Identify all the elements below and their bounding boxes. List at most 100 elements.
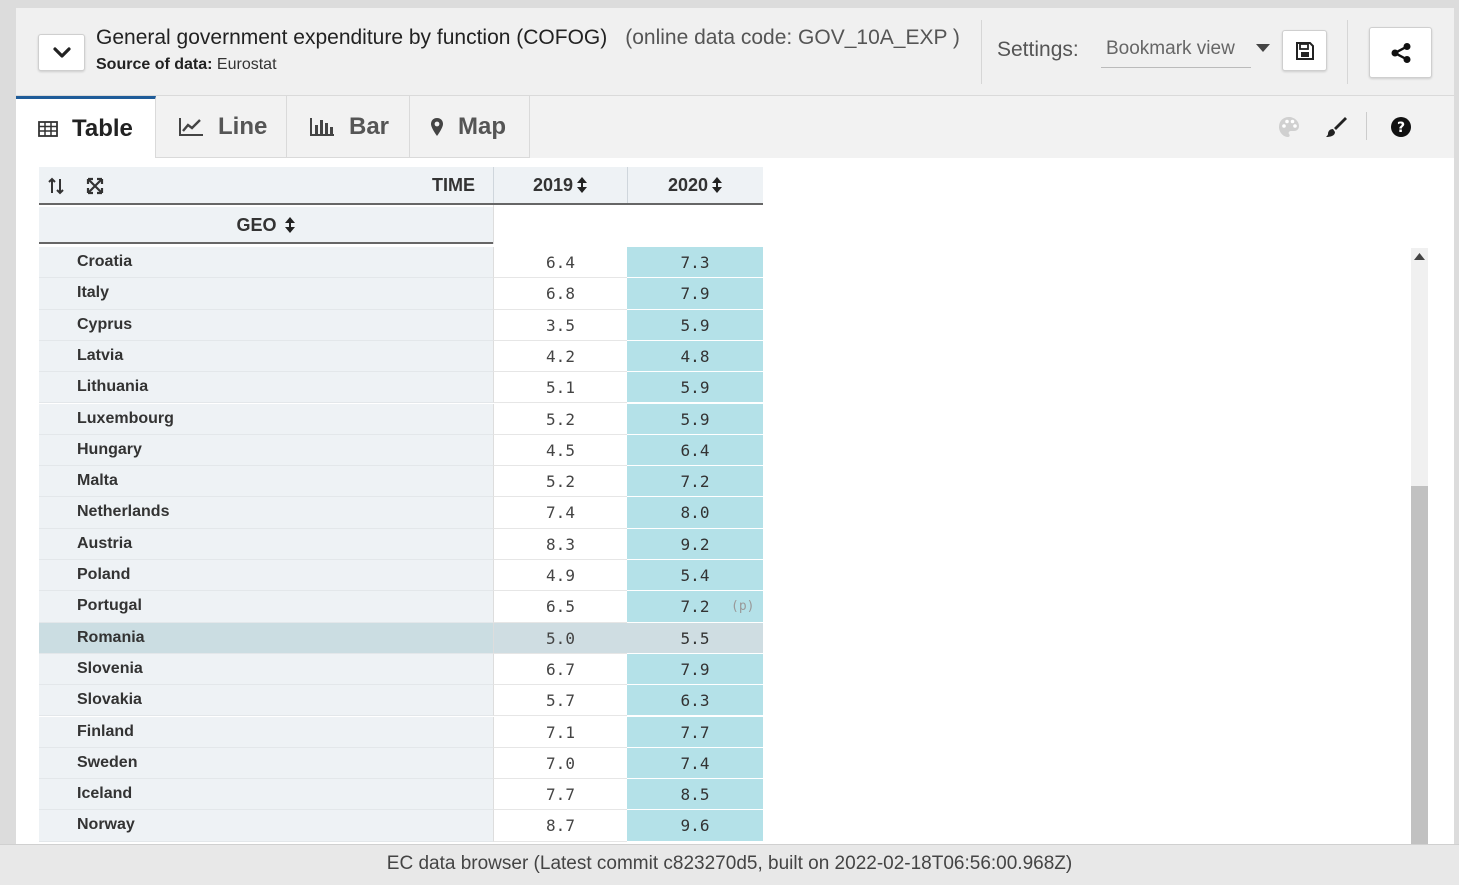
value-cell-2019: 4.9 — [493, 560, 627, 592]
source-label: Source of data: — [96, 56, 213, 73]
tab-map[interactable]: Map — [410, 96, 530, 158]
value-cell-2019: 5.1 — [493, 372, 627, 404]
tab-map-label: Map — [458, 112, 506, 140]
value-2020-text: 5.5 — [680, 628, 710, 648]
value-cell-2019: 5.7 — [493, 685, 627, 717]
tab-table[interactable]: Table — [16, 96, 156, 158]
geo-cell: Croatia — [39, 247, 493, 279]
help-icon[interactable]: ? — [1390, 116, 1412, 138]
tabbar-bottom — [530, 157, 1454, 158]
scroll-up-icon[interactable] — [1414, 253, 1425, 260]
value-2020-text: 6.3 — [680, 691, 710, 711]
value-cell-2020: 9.2 — [627, 528, 763, 560]
line-chart-icon — [178, 117, 204, 137]
table-row[interactable]: Italy 6.8 7.9 — [39, 278, 763, 310]
settings-label: Settings: — [997, 38, 1079, 61]
geo-cell: Slovenia — [39, 653, 493, 686]
table-row[interactable]: Latvia 4.2 4.8 — [39, 340, 763, 373]
column-2019-label: 2019 — [532, 174, 574, 195]
value-cell-2020: 7.9 — [627, 653, 763, 686]
table-row[interactable]: Slovenia 6.7 7.9 — [39, 653, 763, 686]
table-row[interactable]: Netherlands 7.4 8.0 — [39, 497, 763, 529]
value-cell-2020: 8.0 — [627, 497, 763, 529]
value-2020-text: 5.9 — [680, 409, 710, 429]
table-body: Croatia 6.4 7.3 Italy 6.8 7.9 Cyprus 3.5 5.9 Latv… — [39, 247, 763, 844]
column-header-2020[interactable]: 2020 — [627, 167, 763, 203]
tab-bar-label: Bar — [349, 112, 390, 140]
value-cell-2020: 8.5 — [627, 779, 763, 811]
table-row[interactable]: Iceland 7.7 8.5 — [39, 779, 763, 811]
column-header-2019[interactable]: 2019 — [493, 167, 627, 203]
value-2020-text: 7.2 — [680, 597, 710, 617]
value-2020-text: 5.4 — [680, 566, 710, 585]
settings-select[interactable]: Bookmark view — [1101, 36, 1251, 68]
value-cell-2020: 7.2 (p) — [627, 591, 763, 623]
scrollbar-thumb[interactable] — [1411, 486, 1428, 844]
value-cell-2019: 4.5 — [493, 434, 627, 467]
sort-icon — [712, 177, 723, 193]
value-cell-2020: 7.2 — [627, 466, 763, 498]
tab-bar[interactable]: Bar — [287, 96, 410, 158]
geo-header-row: GEO — [39, 205, 763, 244]
table-row[interactable]: Cyprus 3.5 5.9 — [39, 309, 763, 341]
table-row[interactable]: Sweden 7.0 7.4 — [39, 747, 763, 780]
expand-icon[interactable] — [86, 177, 104, 200]
value-cell-2019: 7.7 — [493, 779, 627, 811]
time-dimension-label: TIME — [432, 175, 475, 195]
table-row[interactable]: Finland 7.1 7.7 — [39, 716, 763, 748]
value-cell-2020: 7.7 — [627, 716, 763, 748]
collapse-button[interactable] — [38, 34, 85, 71]
header-divider — [981, 20, 982, 84]
view-tabs: Table Line Bar Map — [16, 96, 1454, 158]
source-value: Eurostat — [216, 56, 277, 73]
brush-icon[interactable] — [1325, 116, 1347, 138]
table-row[interactable]: Lithuania 5.1 5.9 — [39, 372, 763, 404]
geo-cell: Luxembourg — [39, 403, 493, 435]
map-pin-icon — [430, 117, 444, 137]
value-cell-2019: 7.1 — [493, 716, 627, 748]
geo-cell: Norway — [39, 810, 493, 842]
table-row[interactable]: Portugal 6.5 7.2 (p) — [39, 591, 763, 623]
table-row[interactable]: Hungary 4.5 6.4 — [39, 434, 763, 467]
table-row[interactable]: Croatia 6.4 7.3 — [39, 247, 763, 279]
value-cell-2020: 5.9 — [627, 372, 763, 404]
value-cell-2020: 4.8 — [627, 340, 763, 373]
value-cell-2020: 6.4 — [627, 434, 763, 467]
value-cell-2020: 7.9 — [627, 278, 763, 310]
value-2020-text: 9.2 — [680, 534, 710, 554]
time-header-row: TIME 2019 2020 — [39, 167, 763, 205]
geo-dimension-header[interactable]: GEO — [39, 215, 493, 236]
geo-cell: Portugal — [39, 591, 493, 623]
table-row[interactable]: Romania 5.0 5.5 — [39, 622, 763, 654]
geo-cell: Austria — [39, 528, 493, 560]
share-button[interactable] — [1369, 27, 1432, 78]
share-icon — [1391, 42, 1410, 63]
table-row[interactable]: Austria 8.3 9.2 — [39, 528, 763, 560]
value-2020-text: 4.8 — [680, 346, 710, 366]
geo-cell: Finland — [39, 716, 493, 748]
table-row[interactable]: Luxembourg 5.2 5.9 — [39, 403, 763, 435]
value-cell-2019: 6.8 — [493, 278, 627, 310]
value-2020-text: 8.0 — [680, 503, 710, 523]
tab-line[interactable]: Line — [156, 96, 287, 158]
geo-cell: Slovakia — [39, 685, 493, 717]
table-row[interactable]: Slovakia 5.7 6.3 — [39, 685, 763, 717]
value-2020-text: 5.9 — [680, 315, 710, 335]
caret-down-icon[interactable] — [1256, 44, 1270, 53]
sort-icon — [284, 217, 295, 233]
swap-axes-icon[interactable] — [47, 177, 65, 200]
value-2020-text: 6.4 — [680, 440, 710, 460]
save-bookmark-button[interactable] — [1282, 30, 1327, 71]
source-of-data: Source of data: Eurostat — [96, 56, 960, 74]
geo-cell: Cyprus — [39, 309, 493, 341]
app-frame: General government expenditure by functi… — [16, 8, 1454, 844]
table-row[interactable]: Norway 8.7 9.6 — [39, 810, 763, 842]
table-row[interactable]: Malta 5.2 7.2 — [39, 466, 763, 498]
value-cell-2019: 6.5 — [493, 591, 627, 623]
geo-cell: Sweden — [39, 747, 493, 780]
palette-icon[interactable] — [1278, 116, 1300, 138]
value-2020-text: 5.9 — [680, 378, 710, 398]
table-row[interactable]: Poland 4.9 5.4 — [39, 560, 763, 592]
value-cell-2020: 5.5 — [627, 622, 763, 654]
value-cell-2019: 6.4 — [493, 247, 627, 279]
